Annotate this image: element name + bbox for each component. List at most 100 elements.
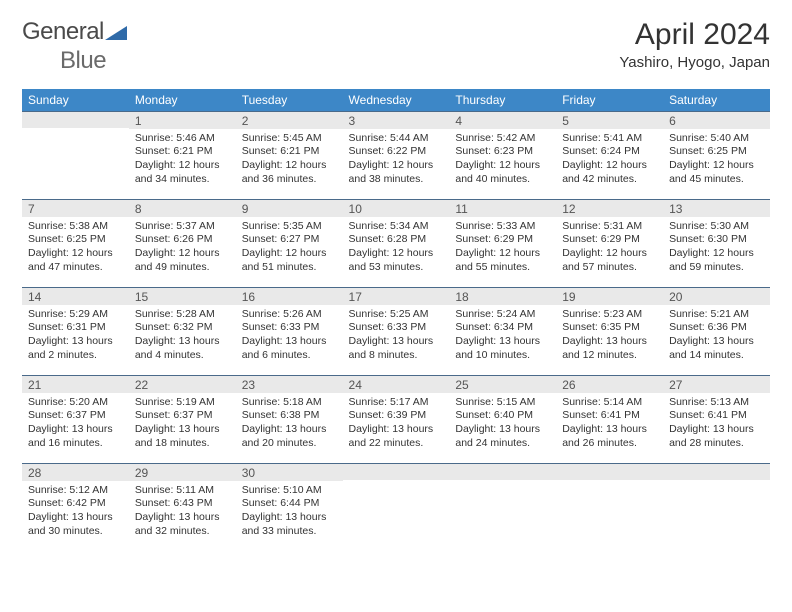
- weekday-header: Sunday: [22, 89, 129, 112]
- cell-line: Sunset: 6:34 PM: [455, 321, 550, 335]
- calendar-cell: 9Sunrise: 5:35 AMSunset: 6:27 PMDaylight…: [236, 199, 343, 287]
- cell-line: Sunset: 6:40 PM: [455, 409, 550, 423]
- cell-line: Daylight: 12 hours: [28, 247, 123, 261]
- cell-line: Sunrise: 5:17 AM: [349, 396, 444, 410]
- cell-body: Sunrise: 5:28 AMSunset: 6:32 PMDaylight:…: [129, 305, 236, 369]
- cell-line: Sunset: 6:25 PM: [669, 145, 764, 159]
- cell-line: Sunset: 6:38 PM: [242, 409, 337, 423]
- cell-line: Daylight: 12 hours: [135, 247, 230, 261]
- day-number: [449, 464, 556, 480]
- calendar-week: 21Sunrise: 5:20 AMSunset: 6:37 PMDayligh…: [22, 375, 770, 463]
- cell-line: Daylight: 13 hours: [669, 423, 764, 437]
- calendar-cell: 22Sunrise: 5:19 AMSunset: 6:37 PMDayligh…: [129, 375, 236, 463]
- cell-body: Sunrise: 5:44 AMSunset: 6:22 PMDaylight:…: [343, 129, 450, 193]
- cell-body: Sunrise: 5:29 AMSunset: 6:31 PMDaylight:…: [22, 305, 129, 369]
- cell-line: Sunrise: 5:41 AM: [562, 132, 657, 146]
- cell-line: and 30 minutes.: [28, 525, 123, 539]
- cell-body: Sunrise: 5:20 AMSunset: 6:37 PMDaylight:…: [22, 393, 129, 457]
- calendar-cell: 23Sunrise: 5:18 AMSunset: 6:38 PMDayligh…: [236, 375, 343, 463]
- cell-line: and 34 minutes.: [135, 173, 230, 187]
- day-number: 18: [449, 288, 556, 305]
- day-number: 3: [343, 112, 450, 129]
- cell-body: Sunrise: 5:15 AMSunset: 6:40 PMDaylight:…: [449, 393, 556, 457]
- cell-line: Sunset: 6:33 PM: [242, 321, 337, 335]
- day-number: 14: [22, 288, 129, 305]
- calendar-cell: 13Sunrise: 5:30 AMSunset: 6:30 PMDayligh…: [663, 199, 770, 287]
- cell-line: Sunrise: 5:33 AM: [455, 220, 550, 234]
- cell-line: Daylight: 13 hours: [562, 423, 657, 437]
- logo-text-part1: General: [22, 18, 104, 45]
- cell-line: Daylight: 12 hours: [562, 247, 657, 261]
- cell-line: and 47 minutes.: [28, 261, 123, 275]
- cell-line: Sunrise: 5:42 AM: [455, 132, 550, 146]
- cell-body: Sunrise: 5:30 AMSunset: 6:30 PMDaylight:…: [663, 217, 770, 281]
- day-number: 28: [22, 464, 129, 481]
- calendar-week: 14Sunrise: 5:29 AMSunset: 6:31 PMDayligh…: [22, 287, 770, 375]
- day-number: 16: [236, 288, 343, 305]
- cell-body: Sunrise: 5:13 AMSunset: 6:41 PMDaylight:…: [663, 393, 770, 457]
- cell-line: and 32 minutes.: [135, 525, 230, 539]
- cell-line: Daylight: 13 hours: [242, 335, 337, 349]
- cell-line: Sunrise: 5:26 AM: [242, 308, 337, 322]
- cell-body: [22, 128, 129, 137]
- cell-line: Sunset: 6:24 PM: [562, 145, 657, 159]
- cell-line: Sunset: 6:23 PM: [455, 145, 550, 159]
- day-number: 2: [236, 112, 343, 129]
- calendar-head: SundayMondayTuesdayWednesdayThursdayFrid…: [22, 89, 770, 112]
- cell-line: and 16 minutes.: [28, 437, 123, 451]
- calendar-cell: [556, 463, 663, 551]
- cell-body: Sunrise: 5:41 AMSunset: 6:24 PMDaylight:…: [556, 129, 663, 193]
- cell-line: Sunrise: 5:37 AM: [135, 220, 230, 234]
- calendar-cell: [22, 111, 129, 199]
- day-number: 21: [22, 376, 129, 393]
- weekday-header: Saturday: [663, 89, 770, 112]
- cell-line: Sunset: 6:43 PM: [135, 497, 230, 511]
- cell-line: Sunrise: 5:46 AM: [135, 132, 230, 146]
- cell-line: and 53 minutes.: [349, 261, 444, 275]
- calendar-cell: 24Sunrise: 5:17 AMSunset: 6:39 PMDayligh…: [343, 375, 450, 463]
- day-number: 27: [663, 376, 770, 393]
- cell-line: Sunset: 6:25 PM: [28, 233, 123, 247]
- cell-line: and 38 minutes.: [349, 173, 444, 187]
- cell-line: Daylight: 13 hours: [455, 335, 550, 349]
- day-number: 24: [343, 376, 450, 393]
- cell-line: and 26 minutes.: [562, 437, 657, 451]
- calendar-cell: 21Sunrise: 5:20 AMSunset: 6:37 PMDayligh…: [22, 375, 129, 463]
- cell-line: Sunset: 6:41 PM: [562, 409, 657, 423]
- day-number: 22: [129, 376, 236, 393]
- cell-line: Daylight: 13 hours: [28, 335, 123, 349]
- cell-body: Sunrise: 5:35 AMSunset: 6:27 PMDaylight:…: [236, 217, 343, 281]
- cell-body: Sunrise: 5:11 AMSunset: 6:43 PMDaylight:…: [129, 481, 236, 545]
- day-number: 4: [449, 112, 556, 129]
- cell-body: Sunrise: 5:34 AMSunset: 6:28 PMDaylight:…: [343, 217, 450, 281]
- calendar-cell: 6Sunrise: 5:40 AMSunset: 6:25 PMDaylight…: [663, 111, 770, 199]
- cell-body: Sunrise: 5:14 AMSunset: 6:41 PMDaylight:…: [556, 393, 663, 457]
- cell-line: Sunset: 6:37 PM: [28, 409, 123, 423]
- cell-line: Daylight: 13 hours: [135, 423, 230, 437]
- cell-line: Sunrise: 5:18 AM: [242, 396, 337, 410]
- calendar-cell: 20Sunrise: 5:21 AMSunset: 6:36 PMDayligh…: [663, 287, 770, 375]
- calendar-cell: 10Sunrise: 5:34 AMSunset: 6:28 PMDayligh…: [343, 199, 450, 287]
- day-number: [22, 112, 129, 128]
- cell-line: Daylight: 12 hours: [455, 247, 550, 261]
- calendar-cell: 7Sunrise: 5:38 AMSunset: 6:25 PMDaylight…: [22, 199, 129, 287]
- cell-line: Daylight: 12 hours: [669, 247, 764, 261]
- day-number: 6: [663, 112, 770, 129]
- cell-line: Sunset: 6:30 PM: [669, 233, 764, 247]
- cell-line: and 33 minutes.: [242, 525, 337, 539]
- calendar-cell: 3Sunrise: 5:44 AMSunset: 6:22 PMDaylight…: [343, 111, 450, 199]
- cell-line: Sunset: 6:22 PM: [349, 145, 444, 159]
- cell-body: Sunrise: 5:45 AMSunset: 6:21 PMDaylight:…: [236, 129, 343, 193]
- cell-body: Sunrise: 5:23 AMSunset: 6:35 PMDaylight:…: [556, 305, 663, 369]
- cell-line: Daylight: 13 hours: [135, 511, 230, 525]
- cell-body: Sunrise: 5:12 AMSunset: 6:42 PMDaylight:…: [22, 481, 129, 545]
- day-number: 9: [236, 200, 343, 217]
- cell-line: Sunrise: 5:10 AM: [242, 484, 337, 498]
- cell-line: Sunrise: 5:28 AM: [135, 308, 230, 322]
- day-number: 12: [556, 200, 663, 217]
- cell-line: Sunset: 6:36 PM: [669, 321, 764, 335]
- calendar-cell: 14Sunrise: 5:29 AMSunset: 6:31 PMDayligh…: [22, 287, 129, 375]
- cell-line: Daylight: 13 hours: [242, 423, 337, 437]
- cell-body: Sunrise: 5:19 AMSunset: 6:37 PMDaylight:…: [129, 393, 236, 457]
- cell-line: Daylight: 12 hours: [349, 159, 444, 173]
